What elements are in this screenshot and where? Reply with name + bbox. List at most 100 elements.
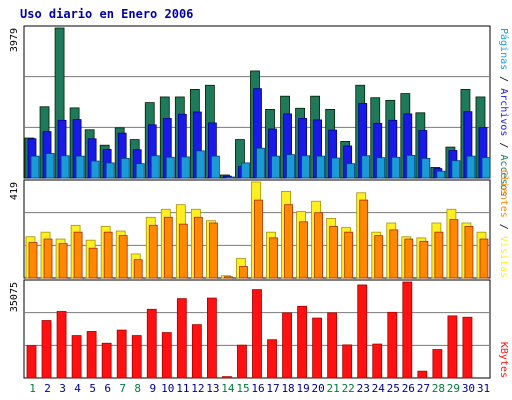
legend-part: / bbox=[498, 218, 509, 236]
bar bbox=[284, 204, 293, 279]
bar bbox=[466, 155, 476, 179]
bar bbox=[105, 162, 115, 179]
bar bbox=[163, 216, 173, 279]
bar bbox=[256, 147, 265, 179]
bar bbox=[406, 154, 416, 179]
bar bbox=[131, 335, 142, 379]
bar bbox=[116, 329, 127, 379]
legend-part: Visitas bbox=[498, 236, 509, 278]
bar bbox=[361, 155, 371, 179]
y-max-label: 419 bbox=[9, 182, 20, 200]
bar bbox=[75, 155, 85, 179]
x-tick-label: 18 bbox=[281, 382, 294, 395]
x-tick-label: 23 bbox=[357, 382, 370, 395]
legend-part: Accesos bbox=[498, 154, 509, 196]
bar bbox=[28, 242, 38, 279]
bar bbox=[479, 238, 489, 279]
bar bbox=[391, 156, 401, 179]
bar bbox=[118, 235, 128, 279]
x-tick-label: 11 bbox=[176, 382, 189, 395]
x-tick-label: 6 bbox=[104, 382, 111, 395]
bar bbox=[180, 156, 190, 179]
x-tick-label: 2 bbox=[44, 382, 51, 395]
series-legend-label: KBytes bbox=[498, 342, 509, 378]
bar bbox=[148, 224, 158, 279]
bar bbox=[71, 335, 82, 379]
bar bbox=[90, 160, 100, 179]
bar bbox=[374, 235, 384, 279]
bar bbox=[73, 231, 83, 279]
bar bbox=[146, 308, 157, 379]
x-tick-label: 19 bbox=[296, 382, 309, 395]
x-tick-label: 9 bbox=[149, 382, 156, 395]
series-clientes bbox=[28, 199, 489, 279]
x-tick-label: 25 bbox=[387, 382, 400, 395]
bar bbox=[464, 226, 474, 279]
bar bbox=[434, 231, 444, 279]
series-pginas bbox=[30, 147, 491, 179]
bar bbox=[239, 266, 248, 279]
bar bbox=[161, 332, 172, 379]
bar bbox=[402, 281, 413, 379]
x-tick-label: 27 bbox=[417, 382, 430, 395]
bar bbox=[252, 289, 262, 379]
bar bbox=[316, 155, 326, 179]
bar bbox=[208, 222, 218, 279]
x-axis: 1 2 3 4 5 6 7 8 9 10 11 12 13 14 15 16 17 18 19 20 21 22 23 24 2… bbox=[29, 382, 490, 395]
bar bbox=[359, 199, 369, 279]
bar bbox=[327, 312, 338, 379]
bar bbox=[462, 316, 473, 379]
bar bbox=[45, 153, 55, 179]
legend-part: Clientes bbox=[498, 170, 509, 218]
bar bbox=[269, 237, 278, 279]
bar bbox=[237, 344, 247, 379]
legend-part: Páginas bbox=[498, 28, 510, 70]
x-tick-label: 14 bbox=[221, 382, 235, 395]
bar bbox=[101, 342, 112, 379]
x-tick-label: 12 bbox=[191, 382, 204, 395]
series-kbytes bbox=[26, 281, 473, 379]
x-tick-label: 21 bbox=[327, 382, 340, 395]
bar bbox=[421, 157, 431, 179]
x-tick-label: 8 bbox=[134, 382, 141, 395]
bar bbox=[376, 157, 386, 179]
bar bbox=[30, 155, 40, 179]
bar bbox=[387, 311, 398, 379]
bar bbox=[271, 155, 280, 179]
panel-traffic: 3979 Páginas / Archivos / Accesos bbox=[9, 25, 510, 197]
bar bbox=[282, 312, 292, 379]
x-tick-label: 15 bbox=[236, 382, 249, 395]
bar bbox=[86, 331, 97, 379]
bar bbox=[206, 297, 217, 379]
legend-part: KBytes bbox=[498, 342, 509, 378]
series-legend-label: Clientes / Visitas bbox=[498, 170, 509, 278]
bar bbox=[226, 176, 235, 179]
x-tick-label: 29 bbox=[447, 382, 460, 395]
bar bbox=[165, 156, 175, 179]
bar bbox=[241, 162, 250, 179]
bar bbox=[41, 320, 52, 379]
bar bbox=[43, 238, 53, 279]
x-tick-label: 24 bbox=[372, 382, 386, 395]
bar bbox=[58, 243, 68, 279]
chart-title: Uso diario en Enero 2006 bbox=[20, 7, 193, 21]
legend-part: Archivos bbox=[498, 88, 509, 136]
x-tick-label: 20 bbox=[312, 382, 325, 395]
bar bbox=[299, 221, 308, 279]
bar bbox=[417, 370, 428, 379]
x-tick-label: 4 bbox=[74, 382, 81, 395]
panels-layer: 3979 Páginas / Archivos / Accesos 419 Clien… bbox=[9, 25, 510, 379]
bar bbox=[297, 305, 307, 379]
x-tick-label: 26 bbox=[402, 382, 415, 395]
bar bbox=[447, 315, 458, 379]
x-tick-label: 7 bbox=[119, 382, 126, 395]
bar bbox=[222, 376, 232, 379]
y-max-label: 35075 bbox=[9, 282, 20, 312]
bar bbox=[451, 160, 461, 179]
legend-part: / bbox=[498, 136, 509, 154]
bar bbox=[135, 163, 145, 179]
panel-kbytes: 35075 KBytes bbox=[9, 279, 509, 379]
bar bbox=[88, 247, 98, 279]
bar bbox=[193, 216, 203, 279]
x-tick-label: 30 bbox=[462, 382, 475, 395]
